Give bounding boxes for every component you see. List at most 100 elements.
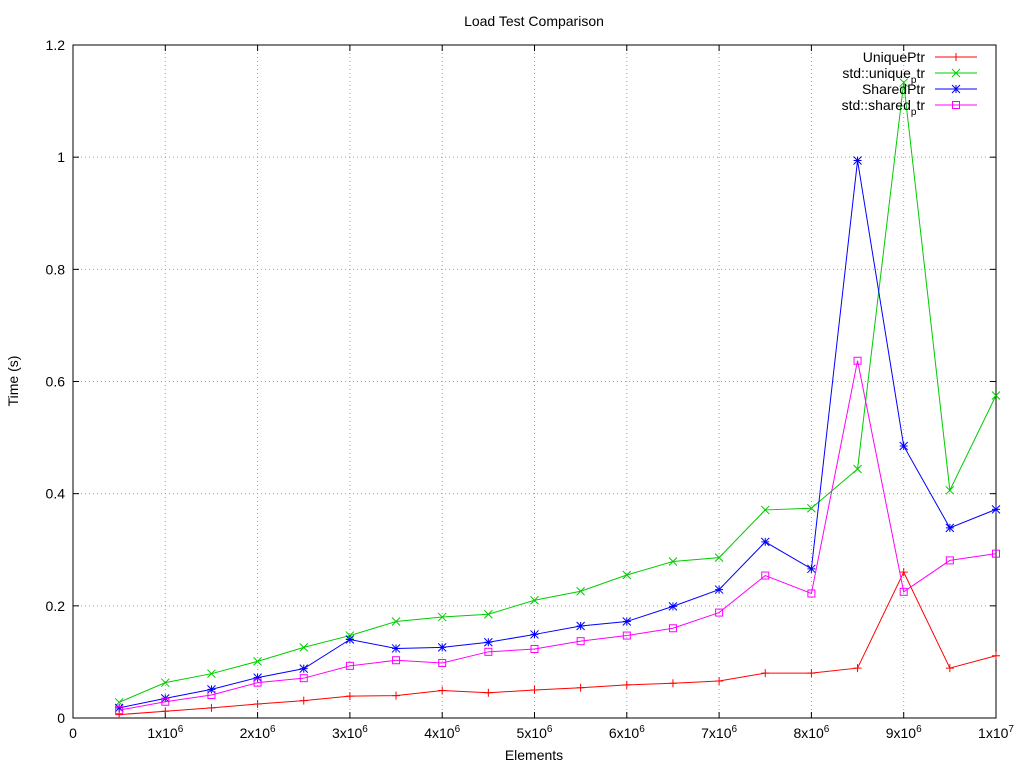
data-point	[207, 685, 216, 694]
legend-item: SharedPtr	[862, 81, 977, 97]
axis-ticks: 0 1x106 2x106 3x106 4x106 5x106 6x106 7x106 8x10…	[46, 37, 1015, 741]
y-tick-label: 0.6	[46, 374, 66, 390]
data-point	[207, 691, 216, 700]
data-point	[437, 612, 447, 622]
data-point	[807, 503, 816, 513]
data-point	[207, 703, 216, 712]
data-point	[622, 631, 631, 640]
data-point	[668, 557, 678, 566]
data-point	[392, 656, 401, 665]
x-tick-label: 2x106	[240, 724, 276, 741]
data-point	[114, 703, 124, 713]
x-tick-label: 5x106	[517, 724, 553, 741]
x-tick-label: 0	[69, 725, 77, 741]
data-point	[945, 556, 954, 565]
data-point	[576, 586, 586, 596]
series-layer	[114, 78, 1001, 719]
series-line	[118, 82, 997, 703]
legend-item: std::uniqueptr	[842, 65, 977, 86]
x-tick-label: 1x106	[147, 724, 183, 741]
data-point	[807, 564, 816, 574]
data-point	[853, 664, 862, 673]
series-line	[119, 360, 997, 711]
data-point	[253, 673, 262, 682]
legend: UniquePtrstd::uniqueptrSharedPtrstd::sha…	[842, 49, 977, 118]
chart-title: Load Test Comparison	[464, 13, 604, 29]
data-point	[853, 156, 862, 165]
data-point	[761, 571, 770, 580]
data-point	[392, 691, 401, 700]
series-std-unique-ptr	[114, 78, 1001, 707]
legend-label: std::uniqueptr	[842, 65, 925, 86]
y-tick-label: 0.2	[46, 598, 66, 614]
data-point	[115, 710, 124, 719]
x-tick-label: 6x106	[609, 724, 645, 741]
legend-label: std::sharedptr	[842, 97, 926, 118]
data-point	[160, 678, 170, 688]
series-sharedptr	[114, 156, 1001, 713]
data-point	[760, 537, 770, 547]
data-point	[668, 679, 677, 688]
legend-marker	[952, 53, 960, 61]
data-point	[345, 635, 355, 644]
data-point	[668, 602, 678, 611]
data-point	[991, 505, 1001, 514]
y-tick-label: 1.2	[46, 37, 66, 53]
x-tick-label: 1x107	[978, 724, 1014, 741]
series-line	[119, 160, 997, 709]
data-point	[715, 676, 724, 685]
data-point	[484, 647, 493, 656]
data-point	[483, 609, 493, 619]
data-point	[438, 659, 447, 668]
legend-label: SharedPtr	[862, 81, 925, 97]
data-point	[253, 678, 262, 687]
data-point	[991, 391, 1001, 400]
data-point	[299, 674, 308, 683]
data-point	[992, 651, 1000, 660]
legend-marker	[951, 68, 961, 78]
data-point	[715, 608, 724, 617]
x-tick-label: 8x106	[793, 724, 829, 741]
data-point	[622, 570, 632, 580]
series-uniqueptr	[115, 568, 1000, 719]
data-point	[484, 688, 493, 697]
data-point	[761, 669, 770, 678]
y-tick-label: 0.4	[46, 486, 66, 502]
plot-frame	[72, 44, 997, 719]
y-tick-label: 0	[57, 710, 65, 726]
data-point	[899, 441, 909, 451]
x-tick-label: 3x106	[332, 724, 368, 741]
data-point	[760, 505, 770, 515]
data-point	[161, 707, 170, 716]
x-tick-label: 7x106	[701, 724, 737, 741]
data-point	[391, 644, 401, 653]
data-point	[945, 485, 955, 495]
y-tick-label: 1	[57, 149, 65, 165]
x-tick-label: 4x106	[424, 724, 460, 741]
data-point	[945, 523, 955, 533]
data-point	[899, 568, 908, 577]
data-point	[299, 664, 309, 674]
series-line	[119, 571, 997, 716]
data-point	[253, 699, 262, 708]
data-point	[207, 669, 216, 679]
data-point	[115, 706, 124, 715]
data-point	[253, 657, 262, 666]
data-point	[391, 617, 401, 626]
x-axis-label: Elements	[505, 747, 563, 763]
data-point	[992, 549, 1000, 558]
data-point	[299, 642, 309, 652]
data-point	[530, 685, 539, 694]
series-std-shared-ptr	[115, 356, 1000, 715]
data-point	[530, 595, 539, 605]
data-point	[161, 697, 170, 706]
data-point	[530, 630, 539, 639]
data-point	[576, 637, 585, 646]
data-point	[945, 664, 954, 673]
data-point	[438, 686, 447, 695]
data-point	[345, 692, 354, 701]
data-point	[299, 696, 308, 705]
data-point	[576, 621, 586, 631]
data-point	[807, 669, 816, 678]
